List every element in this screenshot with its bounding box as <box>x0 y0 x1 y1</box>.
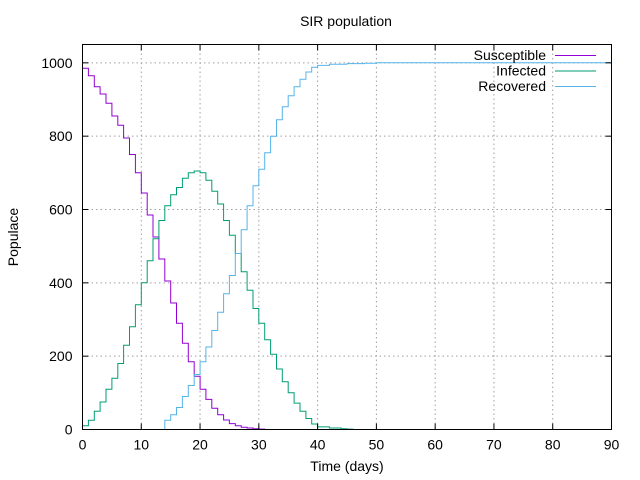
y-tick-label: 1000 <box>41 55 72 71</box>
x-tick-label: 0 <box>79 437 87 453</box>
x-tick-label: 70 <box>486 437 502 453</box>
x-tick-label: 10 <box>133 437 149 453</box>
grid <box>82 44 612 430</box>
y-tick-label: 200 <box>49 348 73 364</box>
x-tick-label: 30 <box>251 437 267 453</box>
axis-ticks: 0 10 20 30 40 50 60 70 80 90 0 200 400 600 800 1000 <box>41 44 620 453</box>
x-tick-label: 20 <box>192 437 208 453</box>
chart-title: SIR population <box>300 13 392 29</box>
y-tick-label: 600 <box>49 202 73 218</box>
x-tick-label: 50 <box>369 437 385 453</box>
plot-frame <box>82 44 612 430</box>
x-axis-label: Time (days) <box>310 458 383 474</box>
x-tick-label: 60 <box>427 437 443 453</box>
legend-label-susceptible: Susceptible <box>474 47 547 63</box>
series-line-susceptible <box>82 67 289 430</box>
series-lines <box>82 62 612 430</box>
y-tick-label: 0 <box>65 422 73 438</box>
series-line-infected <box>82 170 354 430</box>
legend-label-infected: Infected <box>496 63 546 79</box>
legend-label-recovered: Recovered <box>478 78 546 94</box>
x-tick-label: 40 <box>310 437 326 453</box>
x-tick-label: 90 <box>604 437 620 453</box>
y-tick-label: 800 <box>49 128 73 144</box>
y-tick-label: 400 <box>49 275 73 291</box>
series-line-recovered <box>161 62 612 430</box>
x-tick-label: 80 <box>545 437 561 453</box>
y-axis-label: Populace <box>5 208 21 267</box>
